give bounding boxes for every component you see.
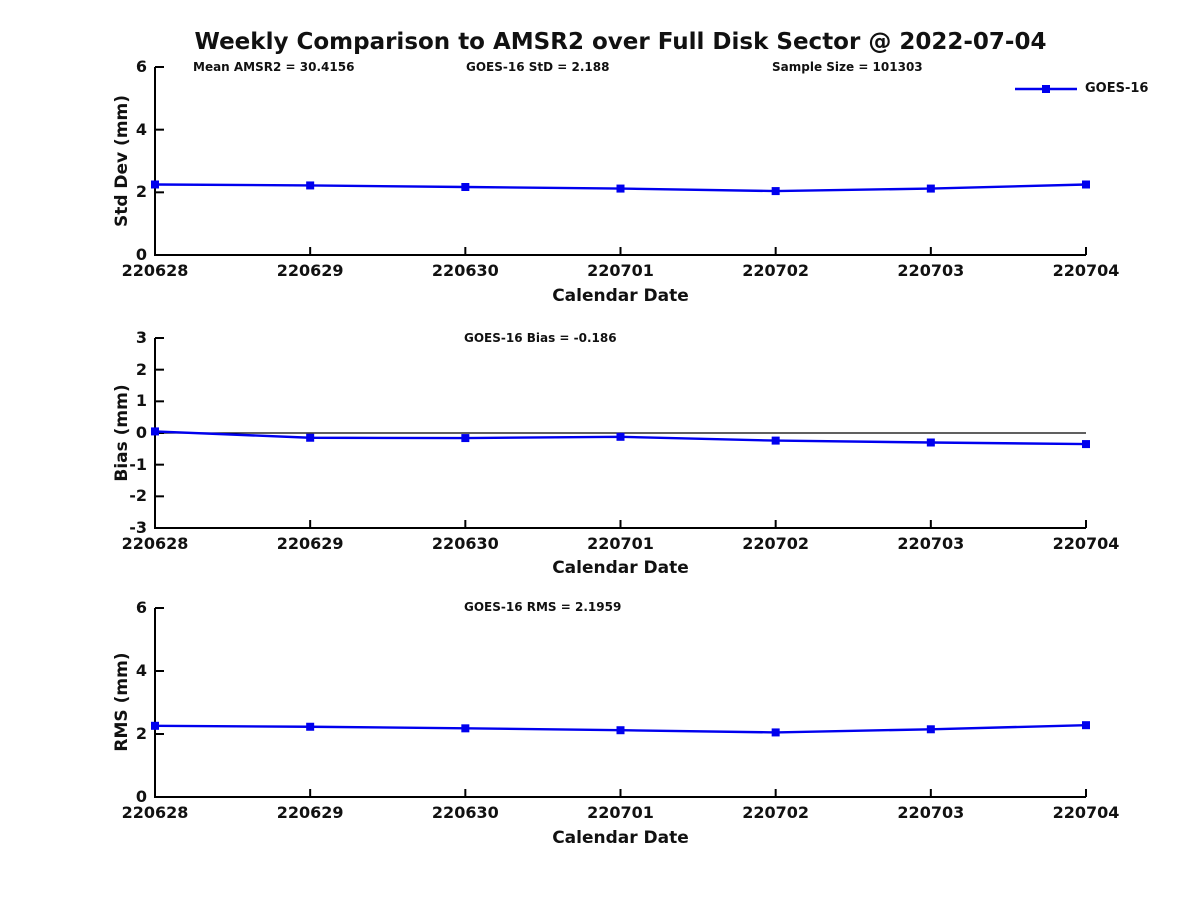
x-tick-label: 220629 — [276, 261, 344, 280]
annotation-goes16-std: GOES-16 StD = 2.188 — [466, 60, 610, 74]
annotation-goes16-bias: GOES-16 Bias = -0.186 — [464, 331, 617, 345]
y-tick-label: 2 — [135, 182, 147, 202]
x-tick-label: 220630 — [431, 803, 499, 822]
bias-panel — [151, 337, 1090, 529]
data-marker — [151, 180, 159, 189]
x-tick-label: 220703 — [897, 261, 965, 280]
data-marker — [926, 184, 935, 193]
y-tick-label: 6 — [135, 598, 147, 617]
data-marker — [461, 434, 470, 443]
data-marker — [151, 427, 159, 436]
annotation-mean-amsr2: Mean AMSR2 = 30.4156 — [193, 60, 355, 74]
x-tick-label: 220704 — [1052, 803, 1120, 822]
y-tick-label: -1 — [129, 454, 147, 474]
x-tick-label: 220702 — [742, 534, 810, 553]
y-tick-label: 0 — [135, 787, 147, 806]
data-marker — [771, 187, 780, 196]
x-tick-label: 220704 — [1052, 261, 1120, 280]
figure-title: Weekly Comparison to AMSR2 over Full Dis… — [194, 29, 1047, 55]
data-marker — [771, 436, 780, 445]
data-marker — [926, 725, 935, 734]
x-tick-label: 220629 — [276, 534, 344, 553]
y-tick-label: 3 — [135, 328, 147, 347]
data-marker — [306, 181, 315, 190]
y-tick-label: 4 — [135, 119, 147, 139]
x-tick-label: 220628 — [121, 261, 189, 280]
x-tick-label: 220630 — [431, 534, 499, 553]
x-tick-label: 220629 — [276, 803, 344, 822]
x-tick-label: 220703 — [897, 534, 965, 553]
legend-line-icon — [1015, 85, 1077, 93]
data-marker — [1082, 721, 1090, 730]
rms-panel — [151, 607, 1090, 798]
data-marker — [616, 432, 625, 441]
x-tick-label: 220701 — [587, 803, 654, 822]
data-marker — [151, 721, 159, 730]
data-marker — [926, 438, 935, 447]
y-tick-label: 2 — [135, 724, 147, 743]
y-tick-label: 1 — [135, 391, 147, 411]
y-tick-label: 4 — [135, 661, 147, 680]
x-axis-label-panel3: Calendar Date — [552, 828, 689, 848]
annotation-goes16-rms: GOES-16 RMS = 2.1959 — [464, 600, 622, 614]
y-axis-label-std-dev: Std Dev (mm) — [112, 94, 132, 228]
legend: GOES-16 — [1014, 81, 1148, 97]
y-tick-label: 6 — [135, 57, 147, 76]
std-dev-panel — [151, 66, 1090, 256]
data-marker — [771, 728, 780, 737]
x-tick-label: 220701 — [587, 261, 654, 280]
y-tick-label: 2 — [135, 359, 147, 379]
y-tick-label: 0 — [135, 423, 147, 442]
x-tick-label: 220703 — [897, 803, 965, 822]
legend-label: GOES-16 — [1085, 81, 1149, 96]
x-tick-label: 220702 — [742, 261, 810, 280]
data-marker — [306, 722, 315, 731]
annotation-sample-size: Sample Size = 101303 — [772, 60, 923, 74]
data-marker — [461, 724, 470, 733]
data-marker — [306, 433, 315, 442]
x-tick-label: 220630 — [431, 261, 499, 280]
x-tick-label: 220701 — [587, 534, 654, 553]
y-tick-label: -3 — [129, 518, 147, 537]
data-marker — [616, 184, 625, 193]
data-marker — [1082, 440, 1090, 449]
data-marker — [616, 726, 625, 735]
x-tick-label: 220628 — [121, 534, 189, 553]
x-tick-label: 220628 — [121, 803, 189, 822]
x-axis-label-panel2: Calendar Date — [552, 558, 689, 578]
data-marker — [1082, 180, 1090, 189]
data-marker — [461, 183, 470, 192]
y-tick-label: -2 — [129, 486, 147, 506]
x-tick-label: 220704 — [1052, 534, 1120, 553]
y-tick-label: 0 — [135, 245, 147, 264]
x-axis-label-panel1: Calendar Date — [552, 286, 689, 306]
x-tick-label: 220702 — [742, 803, 810, 822]
